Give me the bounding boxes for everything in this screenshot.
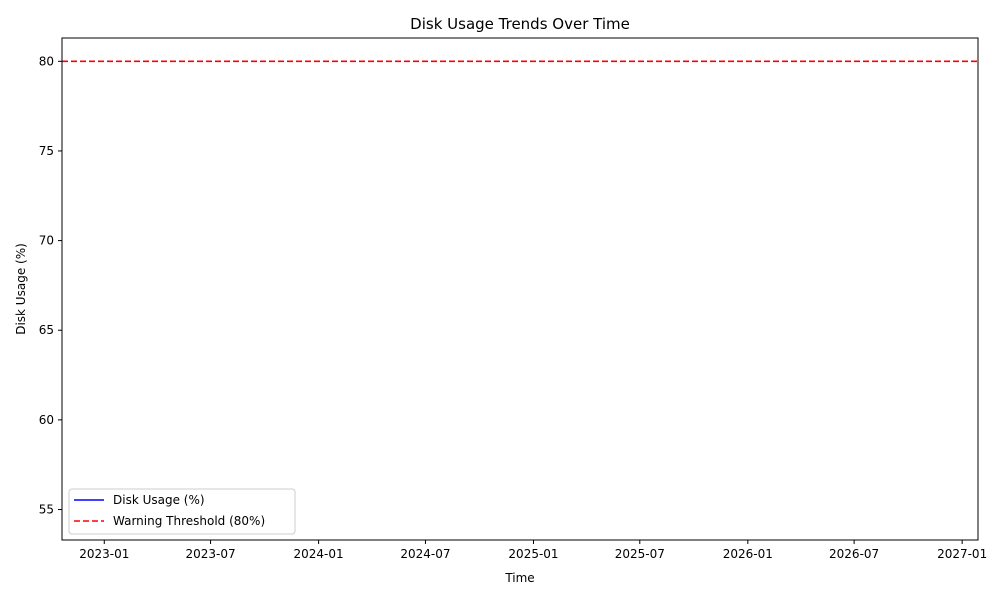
x-tick-label: 2024-07 xyxy=(400,547,450,561)
x-tick-label: 2023-07 xyxy=(185,547,235,561)
y-tick-label: 70 xyxy=(39,234,54,248)
y-axis-label: Disk Usage (%) xyxy=(14,243,28,335)
x-tick-label: 2027-01 xyxy=(937,547,987,561)
y-tick-label: 60 xyxy=(39,413,54,427)
legend-label-warning-threshold: Warning Threshold (80%) xyxy=(113,514,265,528)
y-axis-ticks: 55 60 65 70 75 80 xyxy=(39,54,62,517)
x-tick-label: 2026-01 xyxy=(723,547,773,561)
x-tick-label: 2025-01 xyxy=(508,547,558,561)
chart-title: Disk Usage Trends Over Time xyxy=(410,15,630,33)
x-tick-label: 2026-07 xyxy=(829,547,879,561)
plot-background xyxy=(62,38,978,540)
y-tick-label: 65 xyxy=(39,323,54,337)
plot-area: 2023-01 2023-07 2024-01 2024-07 2025-01 2025-… xyxy=(39,37,987,561)
legend: Disk Usage (%) Warning Threshold (80%) xyxy=(68,488,296,535)
x-axis-label: Time xyxy=(504,571,534,585)
plot-frame xyxy=(61,37,979,541)
x-tick-label: 2025-07 xyxy=(615,547,665,561)
y-tick-label: 75 xyxy=(39,144,54,158)
y-tick-label: 55 xyxy=(39,503,54,517)
x-tick-label: 2023-01 xyxy=(79,547,129,561)
x-axis-ticks: 2023-01 2023-07 2024-01 2024-07 2025-01 2025-… xyxy=(79,540,987,561)
legend-box xyxy=(68,488,296,535)
x-tick-label: 2024-01 xyxy=(294,547,344,561)
legend-label-disk-usage: Disk Usage (%) xyxy=(113,493,205,507)
y-tick-label: 80 xyxy=(39,54,54,68)
